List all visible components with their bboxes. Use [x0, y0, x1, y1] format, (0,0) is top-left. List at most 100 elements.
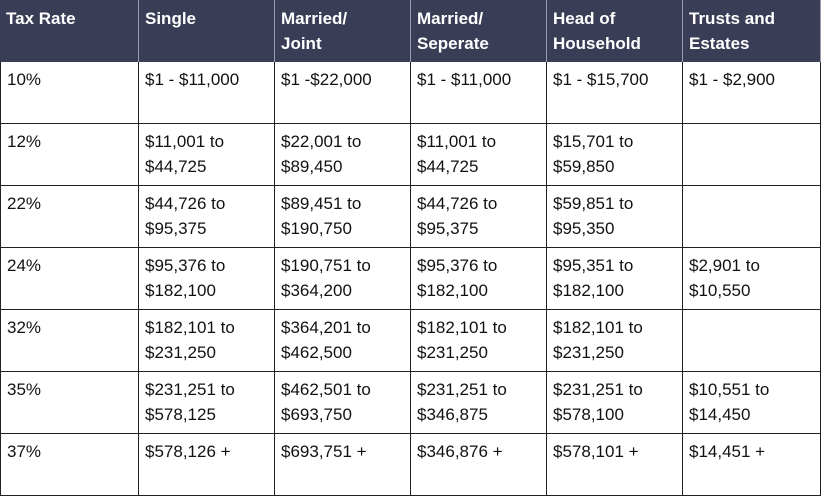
table-cell: $11,001 to $44,725	[411, 124, 547, 186]
table-cell: 10%	[0, 62, 139, 124]
cell-text: $95,375	[145, 219, 207, 238]
cell-text: $22,001 to	[281, 132, 362, 151]
table-cell: $10,551 to $14,450	[683, 372, 821, 434]
cell-text: $578,126 +	[145, 442, 231, 461]
cell-text: $89,450	[281, 157, 343, 176]
cell-text: Married/	[281, 9, 348, 28]
cell-text: $346,875	[417, 405, 488, 424]
cell-text: Joint	[281, 34, 322, 53]
cell-text: $44,726 to	[145, 194, 226, 213]
table-cell: 32%	[0, 310, 139, 372]
cell-text: $578,101 +	[553, 442, 639, 461]
cell-text: $231,251 to	[553, 380, 643, 399]
cell-text: $182,100	[417, 281, 488, 300]
cell-text: Head of	[553, 9, 616, 28]
table-cell: $15,701 to $59,850	[547, 124, 683, 186]
cell-text: $190,751 to	[281, 256, 371, 275]
cell-text: $95,350	[553, 219, 615, 238]
cell-text: 12%	[7, 132, 42, 151]
table-cell: $95,376 to $182,100	[411, 248, 547, 310]
table-cell: $95,351 to $182,100	[547, 248, 683, 310]
cell-text: $89,451 to	[281, 194, 362, 213]
cell-text: $95,351 to	[553, 256, 634, 275]
header-cell: Married/Joint	[275, 0, 411, 62]
table-cell: $231,251 to $578,100	[547, 372, 683, 434]
cell-text: $15,701 to	[553, 132, 634, 151]
cell-text: 10%	[7, 70, 42, 89]
table-cell: $22,001 to $89,450	[275, 124, 411, 186]
table-cell: $190,751 to $364,200	[275, 248, 411, 310]
cell-text: $578,125	[145, 405, 216, 424]
cell-text: $59,851 to	[553, 194, 634, 213]
cell-text: $11,001 to	[417, 132, 497, 151]
cell-text: Single	[145, 9, 197, 28]
cell-text: $11,001 to	[145, 132, 225, 151]
cell-text: $10,550	[689, 281, 751, 300]
cell-text: $182,100	[145, 281, 216, 300]
cell-text: $346,876 +	[417, 442, 503, 461]
cell-text: $10,551 to	[689, 380, 770, 399]
cell-text: Tax Rate	[6, 9, 76, 28]
cell-text: $182,101 to	[417, 318, 507, 337]
header-cell: Head of Household	[547, 0, 683, 62]
cell-text: $578,100	[553, 405, 624, 424]
cell-text: 22%	[7, 194, 42, 213]
table-cell: $346,876 +	[411, 434, 547, 496]
cell-text: 35%	[7, 380, 42, 399]
cell-text: $231,250	[417, 343, 488, 362]
table-cell: $44,726 to $95,375	[411, 186, 547, 248]
cell-text: $364,201 to	[281, 318, 371, 337]
cell-text: $693,751 +	[281, 442, 367, 461]
cell-text: $44,725	[145, 157, 207, 176]
table-cell: 37%	[0, 434, 139, 496]
table-cell: $95,376 to $182,100	[139, 248, 275, 310]
table-cell: 22%	[0, 186, 139, 248]
cell-text: $1 - $11,000	[417, 70, 512, 89]
table-cell: $231,251 to $578,125	[139, 372, 275, 434]
cell-text: $364,200	[281, 281, 352, 300]
table-cell: $231,251 to $346,875	[411, 372, 547, 434]
cell-text: $1 - $11,000	[145, 70, 240, 89]
cell-text: $462,501 to	[281, 380, 371, 399]
cell-text: Trusts and	[689, 9, 775, 28]
table-cell: $1 - $2,900	[683, 62, 821, 124]
cell-text: $1 - $2,900	[689, 70, 776, 89]
cell-text: $44,726 to	[417, 194, 498, 213]
cell-text: $182,101 to	[145, 318, 235, 337]
cell-text: $182,100	[553, 281, 624, 300]
table-cell	[683, 186, 821, 248]
table-cell: $364,201 to $462,500	[275, 310, 411, 372]
cell-text: $14,451 +	[689, 442, 766, 461]
table-cell: $1 -$22,000	[275, 62, 411, 124]
cell-text: $14,450	[689, 405, 751, 424]
header-cell: Trusts and Estates	[683, 0, 821, 62]
table-cell	[683, 124, 821, 186]
cell-text: $231,250	[553, 343, 624, 362]
cell-text: $231,250	[145, 343, 216, 362]
cell-text: $1 -$22,000	[281, 70, 372, 89]
table-cell: $578,101 +	[547, 434, 683, 496]
cell-text: $95,376 to	[145, 256, 226, 275]
table-cell: $89,451 to $190,750	[275, 186, 411, 248]
cell-text: 32%	[7, 318, 42, 337]
cell-text: Household	[553, 34, 641, 53]
table-cell: $11,001 to $44,725	[139, 124, 275, 186]
table-cell: $578,126 +	[139, 434, 275, 496]
table-cell: $44,726 to $95,375	[139, 186, 275, 248]
cell-text: $44,725	[417, 157, 479, 176]
table-cell: $462,501 to $693,750	[275, 372, 411, 434]
cell-text: Married/	[417, 9, 484, 28]
cell-text: Seperate	[417, 34, 489, 53]
table-cell: $693,751 +	[275, 434, 411, 496]
table-cell: $1 - $11,000	[139, 62, 275, 124]
table-cell: $1 - $15,700	[547, 62, 683, 124]
cell-text: $462,500	[281, 343, 352, 362]
cell-text: $1 - $15,700	[553, 70, 649, 89]
cell-text: $59,850	[553, 157, 615, 176]
cell-text: $95,376 to	[417, 256, 498, 275]
cell-text: 24%	[7, 256, 42, 275]
header-cell: Married/Seperate	[411, 0, 547, 62]
cell-text: 37%	[7, 442, 42, 461]
table-cell: $1 - $11,000	[411, 62, 547, 124]
